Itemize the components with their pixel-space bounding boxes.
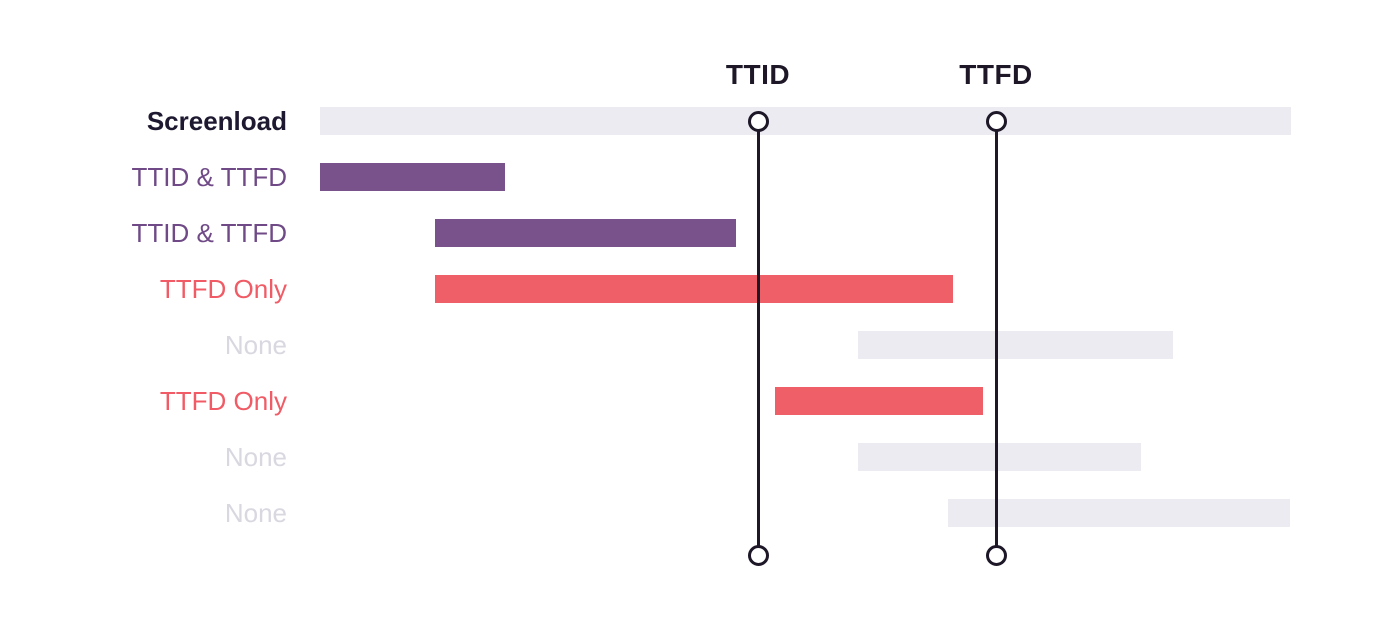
timing-marker-line bbox=[995, 121, 998, 555]
span-bar bbox=[435, 219, 736, 247]
timing-marker-label: TTID bbox=[725, 59, 791, 90]
timing-marker-line bbox=[757, 121, 760, 555]
span-bar bbox=[775, 387, 983, 415]
timing-marker-circle-bottom bbox=[986, 545, 1007, 566]
span-bar bbox=[858, 331, 1173, 359]
span-row-label: None bbox=[224, 442, 287, 472]
timing-marker-circle-bottom bbox=[748, 545, 769, 566]
timing-marker-circle-top bbox=[986, 111, 1007, 132]
span-row-label: TTID & TTFD bbox=[131, 162, 287, 192]
span-row-label: None bbox=[224, 330, 287, 360]
span-bar bbox=[435, 275, 953, 303]
span-row-label: TTID & TTFD bbox=[131, 218, 287, 248]
timing-marker-label: TTFD bbox=[959, 59, 1033, 90]
span-bar bbox=[948, 499, 1290, 527]
span-bar bbox=[320, 107, 1291, 135]
span-row-label: None bbox=[224, 498, 287, 528]
span-row-label: TTFD Only bbox=[159, 274, 287, 304]
span-row-label: TTFD Only bbox=[159, 386, 287, 416]
span-bar bbox=[858, 443, 1141, 471]
span-row-label: Screenload bbox=[146, 106, 287, 136]
timing-marker-circle-top bbox=[748, 111, 769, 132]
span-bar bbox=[320, 163, 505, 191]
